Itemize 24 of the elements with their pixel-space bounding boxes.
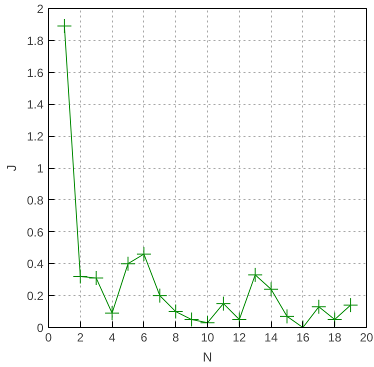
x-axis-title: N <box>202 350 212 364</box>
x-tick-label: 8 <box>172 330 180 344</box>
y-tick-label: 0.8 <box>26 193 44 208</box>
y-tick-label: 0 <box>36 321 44 335</box>
x-tick-label: 4 <box>108 330 116 344</box>
x-tick-label: 0 <box>45 330 52 344</box>
x-tick-label: 2 <box>76 330 84 344</box>
y-tick-label: 1.8 <box>26 34 44 48</box>
x-tick-label: 16 <box>296 330 310 344</box>
y-tick-label: 2 <box>36 2 44 16</box>
y-tick-label: 1.2 <box>26 130 44 144</box>
y-axis-title: J <box>4 164 19 172</box>
y-tick-label: 0.6 <box>26 225 44 240</box>
y-tick-label: 1 <box>36 162 44 176</box>
y-tick-label: 0.4 <box>26 257 44 272</box>
x-tick-label: 18 <box>328 330 342 344</box>
x-tick-label: 12 <box>232 330 246 344</box>
y-tick-label: 0.2 <box>26 289 44 304</box>
y-tick-label: 1.4 <box>26 98 44 112</box>
y-tick-label: 1.6 <box>26 66 44 80</box>
x-tick-label: 10 <box>200 330 214 344</box>
x-tick-label: 6 <box>140 330 148 344</box>
x-tick-label: 14 <box>264 330 278 344</box>
x-tick-label: 20 <box>360 330 374 344</box>
